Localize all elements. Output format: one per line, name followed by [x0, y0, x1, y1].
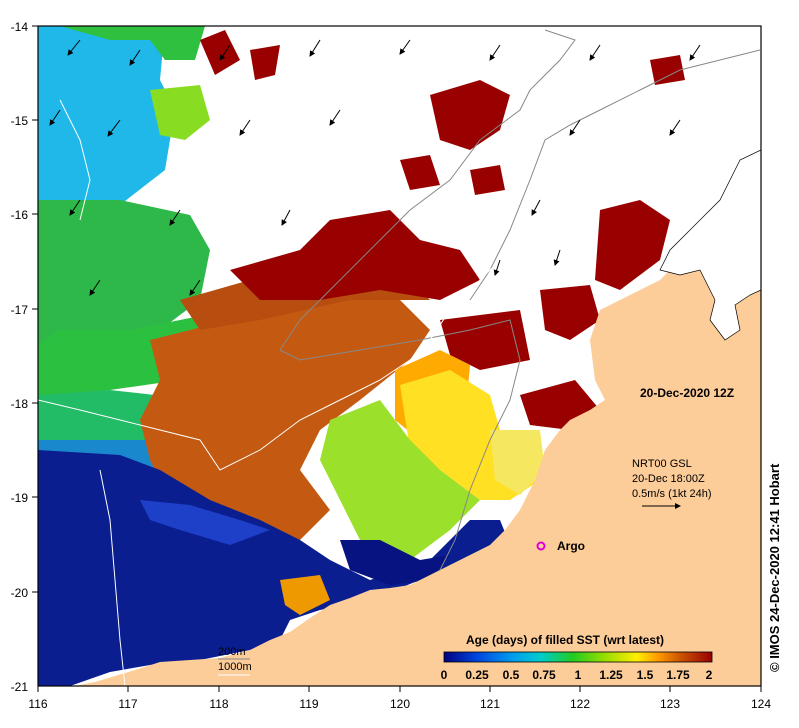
sst-patch-darkred-d	[470, 165, 505, 195]
isobath-1000m-c	[59, 99, 91, 221]
sst-patch-rust	[140, 290, 430, 540]
colorbar-tick: 1.5	[637, 668, 654, 682]
x-axis-labels: 116 117 118 119 120 121 122 123 124	[28, 697, 771, 711]
colorbar-tick: 0.5	[503, 668, 520, 682]
argo-marker-icon	[536, 541, 546, 551]
map-timestamp: 20-Dec-2020 12Z	[640, 386, 734, 400]
sst-field	[38, 26, 761, 686]
sst-patch-darkred-a	[230, 210, 480, 300]
sst-patch-orange-coast	[280, 575, 330, 615]
sst-patch-green-w	[38, 200, 210, 345]
land-mass	[75, 230, 761, 686]
isobath-1000m-b	[99, 469, 126, 686]
kimberley-coast-detail	[659, 149, 761, 341]
isobath-200m	[279, 29, 576, 571]
colorbar-gradient	[443, 651, 713, 663]
x-tick-label: 123	[660, 697, 680, 711]
x-tick-label: 121	[480, 697, 500, 711]
sst-patch-darkred-c	[400, 155, 440, 190]
y-tick-label: -21	[11, 680, 29, 694]
y-tick-label: -19	[11, 491, 29, 505]
isobath-1000m	[38, 249, 511, 471]
sst-patch-darkred-g	[540, 285, 600, 340]
x-tick-label: 118	[209, 697, 228, 711]
sst-patch-darkred-e	[595, 200, 670, 290]
colorbar-tick: 1.75	[666, 668, 690, 682]
sst-patch-darkred-h	[200, 30, 240, 75]
current-vector-legend: NRT00 GSL 20-Dec 18:00Z 0.5m/s (1kt 24h)	[632, 458, 711, 509]
isobath-key: 200m 1000m	[218, 646, 252, 676]
x-tick-label: 119	[299, 697, 318, 711]
sst-patch-cyan	[38, 26, 175, 215]
imos-credit: © IMOS 24-Dec-2020 12:41 Hobart	[767, 463, 782, 672]
x-tick-label: 116	[28, 697, 47, 711]
sst-patch-darkred-l	[650, 55, 685, 85]
colorbar-tick: 2	[706, 668, 713, 682]
isobath-200m-b	[469, 49, 761, 301]
x-tick-marks	[37, 686, 762, 692]
y-tick-label: -14	[11, 20, 29, 34]
sst-patch-green-nw	[60, 26, 205, 60]
legend-time: 20-Dec 18:00Z	[632, 473, 705, 485]
sst-patch-darkred-i	[250, 45, 280, 80]
legend-source: NRT00 GSL	[632, 458, 692, 470]
sst-patch-yellowgreen	[320, 400, 480, 560]
y-tick-label: -17	[11, 303, 29, 317]
sst-patch-navy-near-coast	[340, 540, 450, 585]
argo-label: Argo	[557, 539, 585, 553]
isobath-key-1000m: 1000m	[218, 661, 252, 673]
colorbar-tick: 1	[575, 668, 582, 682]
sst-patch-darkred-f	[440, 310, 530, 370]
colorbar: Age (days) of filled SST (wrt latest) 0 …	[441, 633, 713, 682]
colorbar-tick: 0.25	[465, 668, 489, 682]
argo-float-marker: Argo	[536, 539, 585, 553]
sst-patch-lime	[150, 85, 210, 140]
legend-scale: 0.5m/s (1kt 24h)	[632, 488, 711, 500]
x-tick-label: 117	[118, 697, 137, 711]
colorbar-tick: 1.25	[599, 668, 623, 682]
x-tick-label: 124	[751, 697, 771, 711]
x-tick-label: 122	[570, 697, 590, 711]
y-tick-marks	[32, 25, 38, 593]
y-tick-label: -18	[11, 397, 29, 411]
isobath-key-200m: 200m	[218, 646, 246, 658]
y-tick-label: -16	[11, 208, 29, 222]
y-tick-label: -15	[11, 114, 29, 128]
colorbar-tick: 0.75	[532, 668, 556, 682]
current-vectors	[49, 39, 701, 296]
colorbar-tick: 0	[441, 668, 448, 682]
sst-patch-lightyellow	[490, 430, 545, 495]
y-axis-labels: -14 -15 -16 -17 -18 -19 -20 -21	[11, 20, 29, 694]
colorbar-title: Age (days) of filled SST (wrt latest)	[466, 633, 664, 647]
y-tick-label: -20	[11, 586, 29, 600]
sst-patch-deepblue-2	[140, 500, 270, 545]
x-tick-label: 120	[390, 697, 410, 711]
